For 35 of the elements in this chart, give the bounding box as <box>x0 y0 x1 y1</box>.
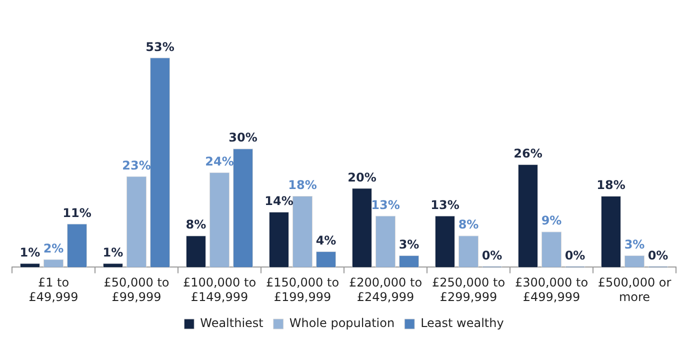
data-label: 1% <box>102 245 124 260</box>
x-tick-label: £300,000 to £499,999 <box>514 276 588 304</box>
x-tick-label: £150,000 to £199,999 <box>266 276 340 304</box>
data-label: 20% <box>348 170 376 184</box>
data-label: 2% <box>43 241 64 256</box>
legend-label: Whole population <box>289 316 395 330</box>
data-label: 18% <box>596 178 626 192</box>
x-tick-label: £100,000 to £149,999 <box>182 276 256 304</box>
data-label: 8% <box>186 218 206 232</box>
data-label: 18% <box>288 178 317 192</box>
data-label: 30% <box>228 130 258 145</box>
x-tick-label: £1 to £49,999 <box>28 276 78 304</box>
data-label: 0% <box>648 248 668 262</box>
data-label: 3% <box>398 237 420 252</box>
data-label: 9% <box>541 214 562 228</box>
data-label: 24% <box>205 154 234 168</box>
data-label: 14% <box>264 194 294 208</box>
data-label: 13% <box>371 198 400 212</box>
data-label: 8% <box>458 218 479 232</box>
legend-label: Wealthiest <box>200 316 264 330</box>
x-tick-label: £250,000 to £299,999 <box>432 276 506 304</box>
data-label: 0% <box>482 248 502 262</box>
x-tick-label: £50,000 to £99,999 <box>104 276 170 304</box>
x-tick-label: £500,000 or more <box>598 276 672 304</box>
data-label: 13% <box>430 198 460 212</box>
data-label: 0% <box>564 248 586 262</box>
data-label: 53% <box>146 40 174 54</box>
data-label: 1% <box>20 245 40 260</box>
data-label: 4% <box>316 234 336 248</box>
data-label: 11% <box>62 206 92 220</box>
data-label: 23% <box>122 158 151 172</box>
data-label: 3% <box>624 237 645 252</box>
data-label: 26% <box>514 146 542 161</box>
x-tick-label: £200,000 to £249,999 <box>348 276 422 304</box>
legend-label: Least wealthy <box>420 316 504 330</box>
